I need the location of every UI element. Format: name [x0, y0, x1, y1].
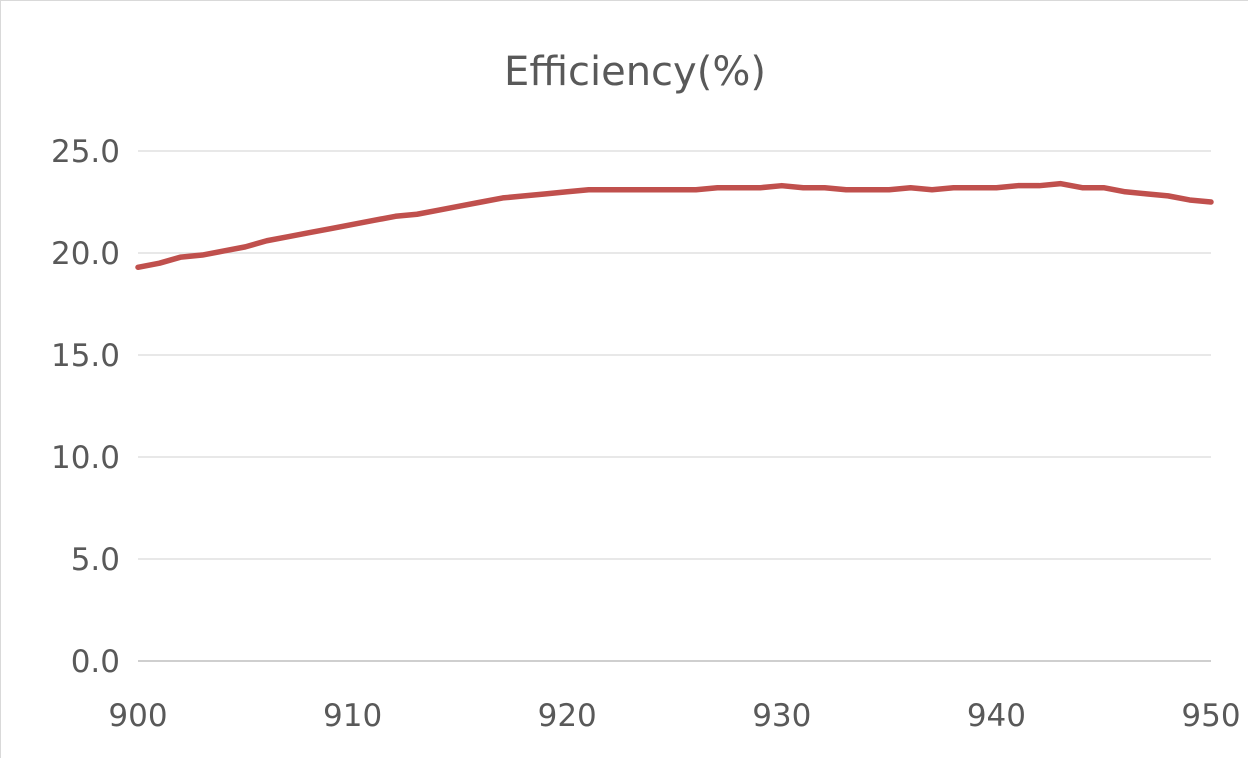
y-tick-label: 25.0: [51, 134, 120, 170]
x-tick-label: 950: [1181, 698, 1240, 734]
x-tick-label: 910: [323, 698, 382, 734]
chart-title: Efficiency(%): [504, 49, 766, 95]
series-layer: [135, 180, 1214, 271]
y-tick-label: 5.0: [71, 542, 120, 578]
x-tick-label: 930: [752, 698, 811, 734]
y-tick-label: 10.0: [51, 440, 120, 476]
x-axis-tick-labels: 900 910 920 930 940 950: [108, 698, 1240, 734]
y-axis-tick-labels: 0.0 5.0 10.0 15.0 20.0 25.0: [51, 134, 120, 680]
series-line-0: [135, 180, 1214, 271]
y-tick-label: 20.0: [51, 236, 120, 272]
y-tick-label: 0.0: [71, 644, 120, 680]
gridlines: [138, 150, 1211, 662]
x-tick-label: 920: [538, 698, 597, 734]
x-tick-label: 940: [967, 698, 1026, 734]
x-tick-label: 900: [108, 698, 167, 734]
y-tick-label: 15.0: [51, 338, 120, 374]
